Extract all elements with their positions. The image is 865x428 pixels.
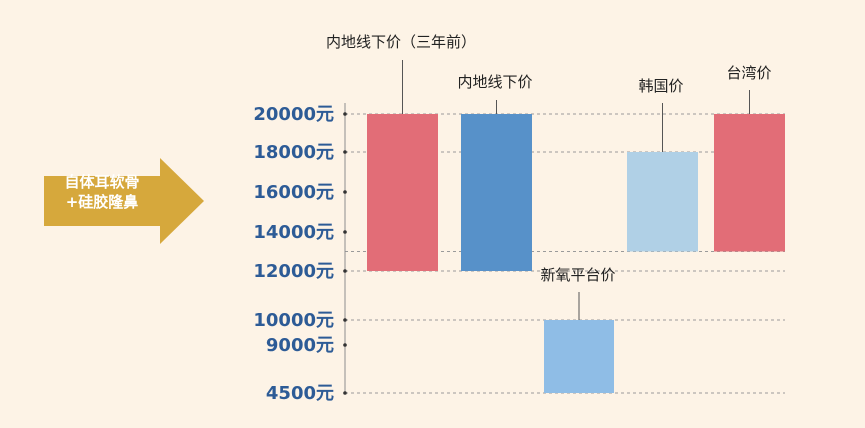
y-tick-mark [343,190,347,194]
range-bar [544,320,614,393]
arrow-label: 自体耳软骨 +硅胶隆鼻 [46,172,158,212]
range-bar [714,114,785,252]
y-tick-label: 16000元 [253,182,334,203]
bar-label: 韩国价 [638,77,683,95]
y-tick-label: 9000元 [266,335,334,356]
y-tick-label: 18000元 [253,142,334,163]
arrow-label-line1: 自体耳软骨 [64,173,140,191]
y-tick-mark [343,343,347,347]
bar-label: 新氧平台价 [540,266,615,284]
y-tick-label: 4500元 [266,383,334,404]
arrow-shape [44,158,204,244]
y-tick-mark [343,269,347,273]
y-tick-mark [343,230,347,234]
range-bar [461,114,532,271]
y-tick-label: 12000元 [253,261,334,282]
y-tick-label: 20000元 [253,104,334,125]
y-tick-mark [343,391,347,395]
y-tick-label: 14000元 [253,222,334,243]
y-tick-mark [343,112,347,116]
bars [367,114,785,393]
y-tick-label: 10000元 [253,310,334,331]
bar-label: 台湾价 [726,64,771,82]
bar-label: 内地线下价（三年前） [326,33,476,51]
arrow-label-line2: +硅胶隆鼻 [65,193,139,211]
y-axis-ticks: 20000元 18000元 16000元 14000元 12000元 10000元 9000… [253,104,347,404]
y-tick-mark [343,318,347,322]
range-bar [627,152,698,252]
range-bar [367,114,438,271]
bar-label: 内地线下价 [457,73,532,91]
y-tick-mark [343,150,347,154]
